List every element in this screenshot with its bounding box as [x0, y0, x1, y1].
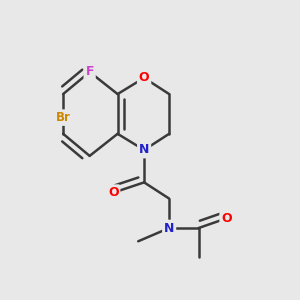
Text: F: F	[85, 65, 94, 79]
Text: N: N	[164, 221, 174, 235]
Text: N: N	[139, 143, 149, 157]
Text: O: O	[108, 186, 119, 199]
Text: O: O	[221, 212, 232, 225]
Text: Br: Br	[56, 111, 70, 124]
Text: O: O	[139, 71, 149, 84]
